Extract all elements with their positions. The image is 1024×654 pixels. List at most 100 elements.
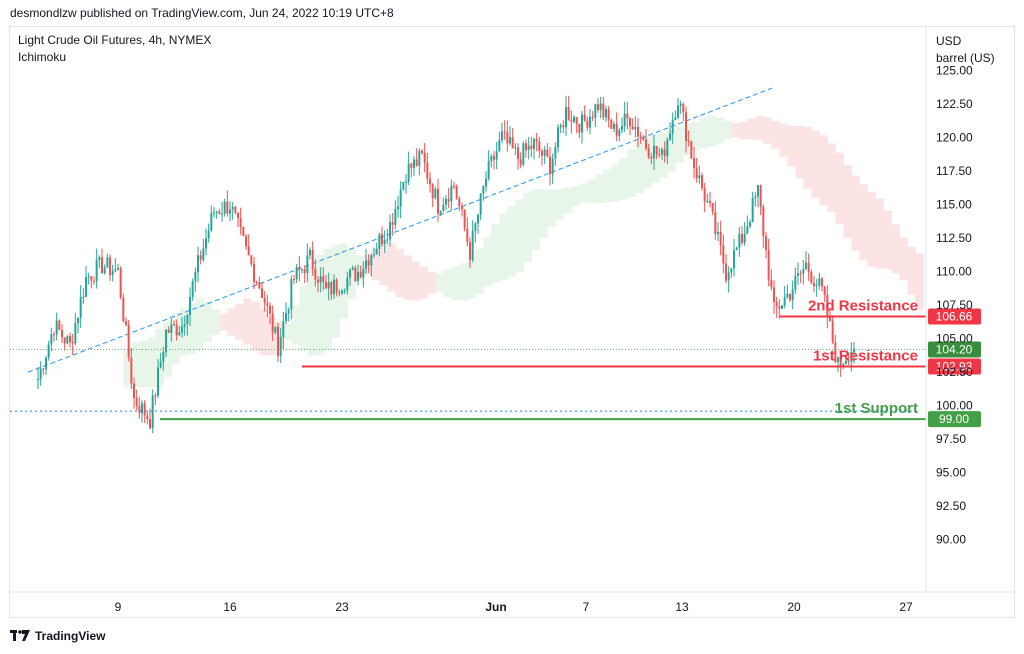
candle-body <box>127 324 130 358</box>
candle-body <box>338 292 341 294</box>
cloud-segment <box>611 164 620 202</box>
cloud-segment <box>435 273 444 292</box>
cloud-segment <box>147 337 156 388</box>
candle-body <box>845 360 847 365</box>
time-tick-label: 7 <box>583 600 590 614</box>
cloud-segment <box>523 193 532 263</box>
candle-body <box>543 149 546 156</box>
candle-body <box>362 268 365 278</box>
cloud-segment <box>131 342 140 388</box>
candle-body <box>122 297 125 322</box>
candle-body <box>445 198 447 205</box>
rising-trendline <box>27 87 773 373</box>
candle-body <box>514 147 517 149</box>
candle-body <box>197 255 199 272</box>
candle-body <box>69 336 71 343</box>
candle-body <box>167 329 170 334</box>
candle-body <box>639 136 642 138</box>
candle-body <box>597 104 599 110</box>
cloud-segment <box>875 198 884 269</box>
candle-body <box>610 119 613 129</box>
cloud-segment <box>907 246 916 295</box>
candle-body <box>541 151 543 156</box>
candle-body <box>850 351 853 362</box>
chart-frame[interactable] <box>9 26 1015 618</box>
level-value: 102.93 <box>936 359 973 373</box>
candle-body <box>269 305 271 314</box>
candle-body <box>631 126 634 130</box>
cloud-segment <box>723 120 732 140</box>
candle-body <box>279 337 282 357</box>
candle-body <box>85 277 87 297</box>
candle-body <box>482 186 485 194</box>
candle-body <box>239 218 242 227</box>
candle-body <box>757 185 759 197</box>
candle-body <box>410 163 413 168</box>
candle-body <box>125 321 127 325</box>
candle-body <box>274 326 277 333</box>
cloud-segment <box>491 224 500 283</box>
candle-body <box>469 242 471 260</box>
level-name: 1st Resistance <box>813 347 918 364</box>
candle-body <box>191 281 194 298</box>
cloud-segment <box>259 309 268 356</box>
candle-body <box>743 233 746 244</box>
candle-body <box>298 267 301 270</box>
candle-body <box>605 108 607 118</box>
level-name: 2nd Resistance <box>808 297 918 314</box>
candle-body <box>82 296 85 298</box>
candle-body <box>602 103 605 118</box>
candle-body <box>375 248 378 255</box>
candle-body <box>349 269 351 278</box>
candle-body <box>471 230 474 260</box>
time-tick-label: 13 <box>675 600 689 614</box>
candle-body <box>618 129 621 136</box>
candle-body <box>325 282 327 289</box>
candle-body <box>450 185 453 202</box>
candle-body <box>39 368 42 380</box>
candle-body <box>389 222 391 240</box>
price-tick-label: 110.00 <box>936 265 972 279</box>
cloud-segment <box>739 122 748 140</box>
candle-body <box>194 271 197 282</box>
cloud-segment <box>163 321 172 377</box>
candle-body <box>586 120 589 128</box>
candle-body <box>101 257 103 274</box>
candle-body <box>799 273 802 275</box>
cloud-segment <box>795 126 804 179</box>
candle-body <box>290 279 293 310</box>
candle-body <box>711 203 714 212</box>
cloud-segment <box>275 322 284 351</box>
cloud-segment <box>307 266 316 356</box>
candle-body <box>789 293 791 300</box>
candle-body <box>706 200 709 202</box>
cloud-segment <box>571 186 580 207</box>
cloud-segment <box>467 258 476 299</box>
candle-body <box>826 295 829 318</box>
candle-body <box>754 196 757 198</box>
ichimoku-cloud <box>123 115 924 388</box>
candle-body <box>346 277 349 291</box>
candle-body <box>653 145 655 159</box>
cloud-segment <box>331 244 340 338</box>
candle-body <box>773 287 775 303</box>
candle-body <box>730 268 733 273</box>
candle-body <box>178 332 181 336</box>
price-tick-label: 102.50 <box>936 365 973 379</box>
candle-body <box>133 383 135 399</box>
candle-body <box>829 317 831 321</box>
candle-body <box>626 113 629 119</box>
cloud-segment <box>763 117 772 144</box>
level-name: 1st Support <box>835 400 918 417</box>
cloud-segment <box>179 308 188 356</box>
candle-body <box>287 309 290 314</box>
candle-body <box>477 214 479 224</box>
candle-body <box>261 288 263 298</box>
cloud-segment <box>243 298 252 345</box>
cloud-segment <box>667 130 676 172</box>
candle-body <box>381 234 383 245</box>
cloud-segment <box>139 340 148 388</box>
candle-body <box>434 188 437 199</box>
candle-body <box>175 325 178 336</box>
